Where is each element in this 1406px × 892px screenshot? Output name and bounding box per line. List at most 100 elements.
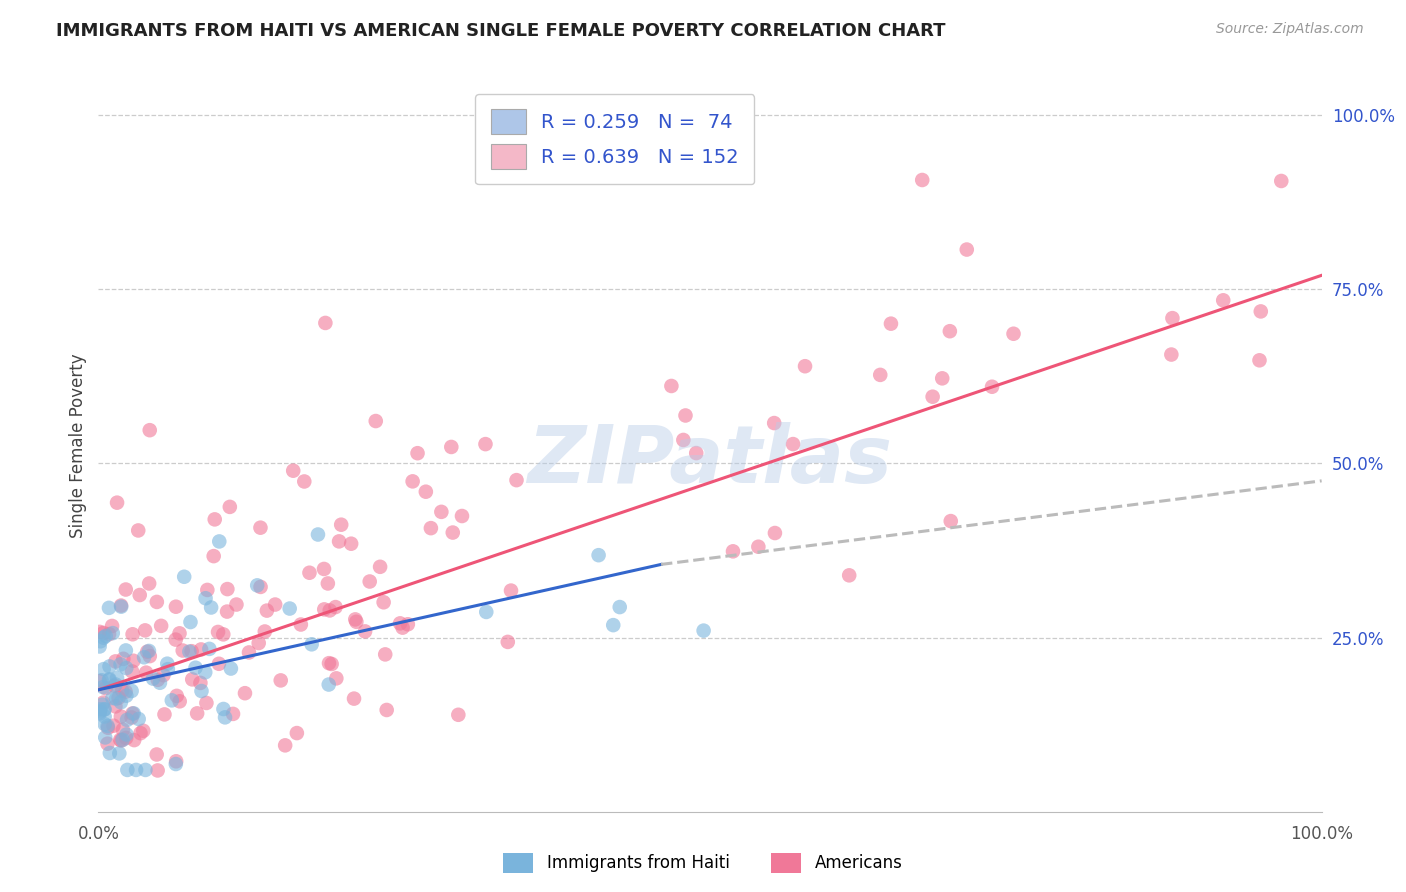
Point (146, 673, 169, 687)
Point (165, 754, 187, 768)
Point (939, 514, 962, 528)
Point (763, 416, 786, 430)
Point (207, 624, 229, 639)
Point (249, 521, 271, 535)
Point (115, 727, 138, 741)
Point (98, 673, 121, 687)
Point (93, 702, 115, 716)
Point (165, 632, 187, 647)
Y-axis label: Single Female Poverty: Single Female Poverty (69, 354, 87, 538)
Point (122, 733, 145, 747)
Point (112, 652, 135, 666)
Point (194, 591, 217, 606)
Point (97, 721, 120, 735)
Point (91, 698, 114, 712)
Point (194, 665, 217, 680)
Point (138, 644, 160, 658)
Point (190, 642, 212, 657)
Point (103, 719, 125, 733)
Point (225, 598, 247, 612)
Point (103, 679, 125, 693)
Point (94, 681, 117, 695)
Point (156, 657, 179, 671)
Point (117, 763, 139, 777)
Point (195, 696, 218, 710)
Point (156, 662, 179, 676)
Point (389, 616, 412, 631)
Point (115, 661, 138, 675)
Point (956, 243, 979, 257)
Point (274, 739, 297, 753)
Point (375, 703, 398, 717)
Point (396, 617, 419, 632)
Point (1250, 304, 1272, 318)
Point (165, 757, 187, 772)
Point (134, 624, 156, 638)
Point (89, 706, 111, 721)
Point (122, 706, 145, 721)
Point (94, 731, 117, 745)
Point (132, 723, 155, 738)
Point (121, 684, 143, 698)
Point (314, 602, 336, 616)
Point (101, 619, 124, 633)
Point (204, 512, 226, 526)
Point (89, 704, 111, 718)
Point (1002, 326, 1025, 341)
Point (169, 694, 191, 708)
Point (921, 390, 943, 404)
Point (401, 475, 423, 489)
Point (115, 689, 138, 703)
Point (253, 624, 276, 639)
Text: ZIPatlas: ZIPatlas (527, 422, 893, 500)
Point (475, 605, 498, 619)
Point (217, 582, 239, 596)
Point (661, 379, 683, 393)
Point (200, 600, 222, 615)
Point (869, 368, 891, 382)
Point (496, 635, 519, 649)
Point (169, 626, 191, 640)
Point (110, 732, 132, 747)
Point (179, 615, 201, 629)
Point (325, 600, 347, 615)
Point (391, 621, 413, 635)
Point (101, 626, 124, 640)
Point (214, 710, 236, 724)
Point (111, 723, 134, 737)
Point (93, 631, 115, 645)
Point (180, 644, 202, 658)
Point (208, 534, 231, 549)
Text: Source: ZipAtlas.com: Source: ZipAtlas.com (1216, 22, 1364, 37)
Point (285, 726, 308, 740)
Point (172, 643, 194, 657)
Point (111, 732, 134, 747)
Point (152, 668, 174, 682)
Point (246, 578, 269, 592)
Point (1249, 353, 1271, 368)
Point (146, 764, 169, 778)
Point (93, 717, 115, 731)
Point (217, 605, 239, 619)
Point (136, 645, 159, 659)
Point (747, 540, 769, 554)
Point (328, 534, 350, 549)
Point (89, 640, 111, 654)
Point (138, 576, 160, 591)
Point (672, 433, 695, 447)
Point (301, 637, 323, 651)
Point (132, 650, 155, 665)
Point (108, 747, 131, 761)
Legend: Immigrants from Haiti, Americans: Immigrants from Haiti, Americans (496, 847, 910, 880)
Point (1160, 347, 1182, 361)
Point (602, 618, 624, 632)
Point (218, 500, 240, 514)
Point (115, 643, 138, 657)
Point (93, 662, 115, 676)
Point (89, 674, 111, 689)
Point (98, 627, 121, 641)
Point (675, 409, 697, 423)
Point (110, 599, 132, 613)
Point (93, 626, 115, 640)
Legend: R = 0.259   N =  74, R = 0.639   N = 152: R = 0.259 N = 74, R = 0.639 N = 152 (475, 94, 755, 185)
